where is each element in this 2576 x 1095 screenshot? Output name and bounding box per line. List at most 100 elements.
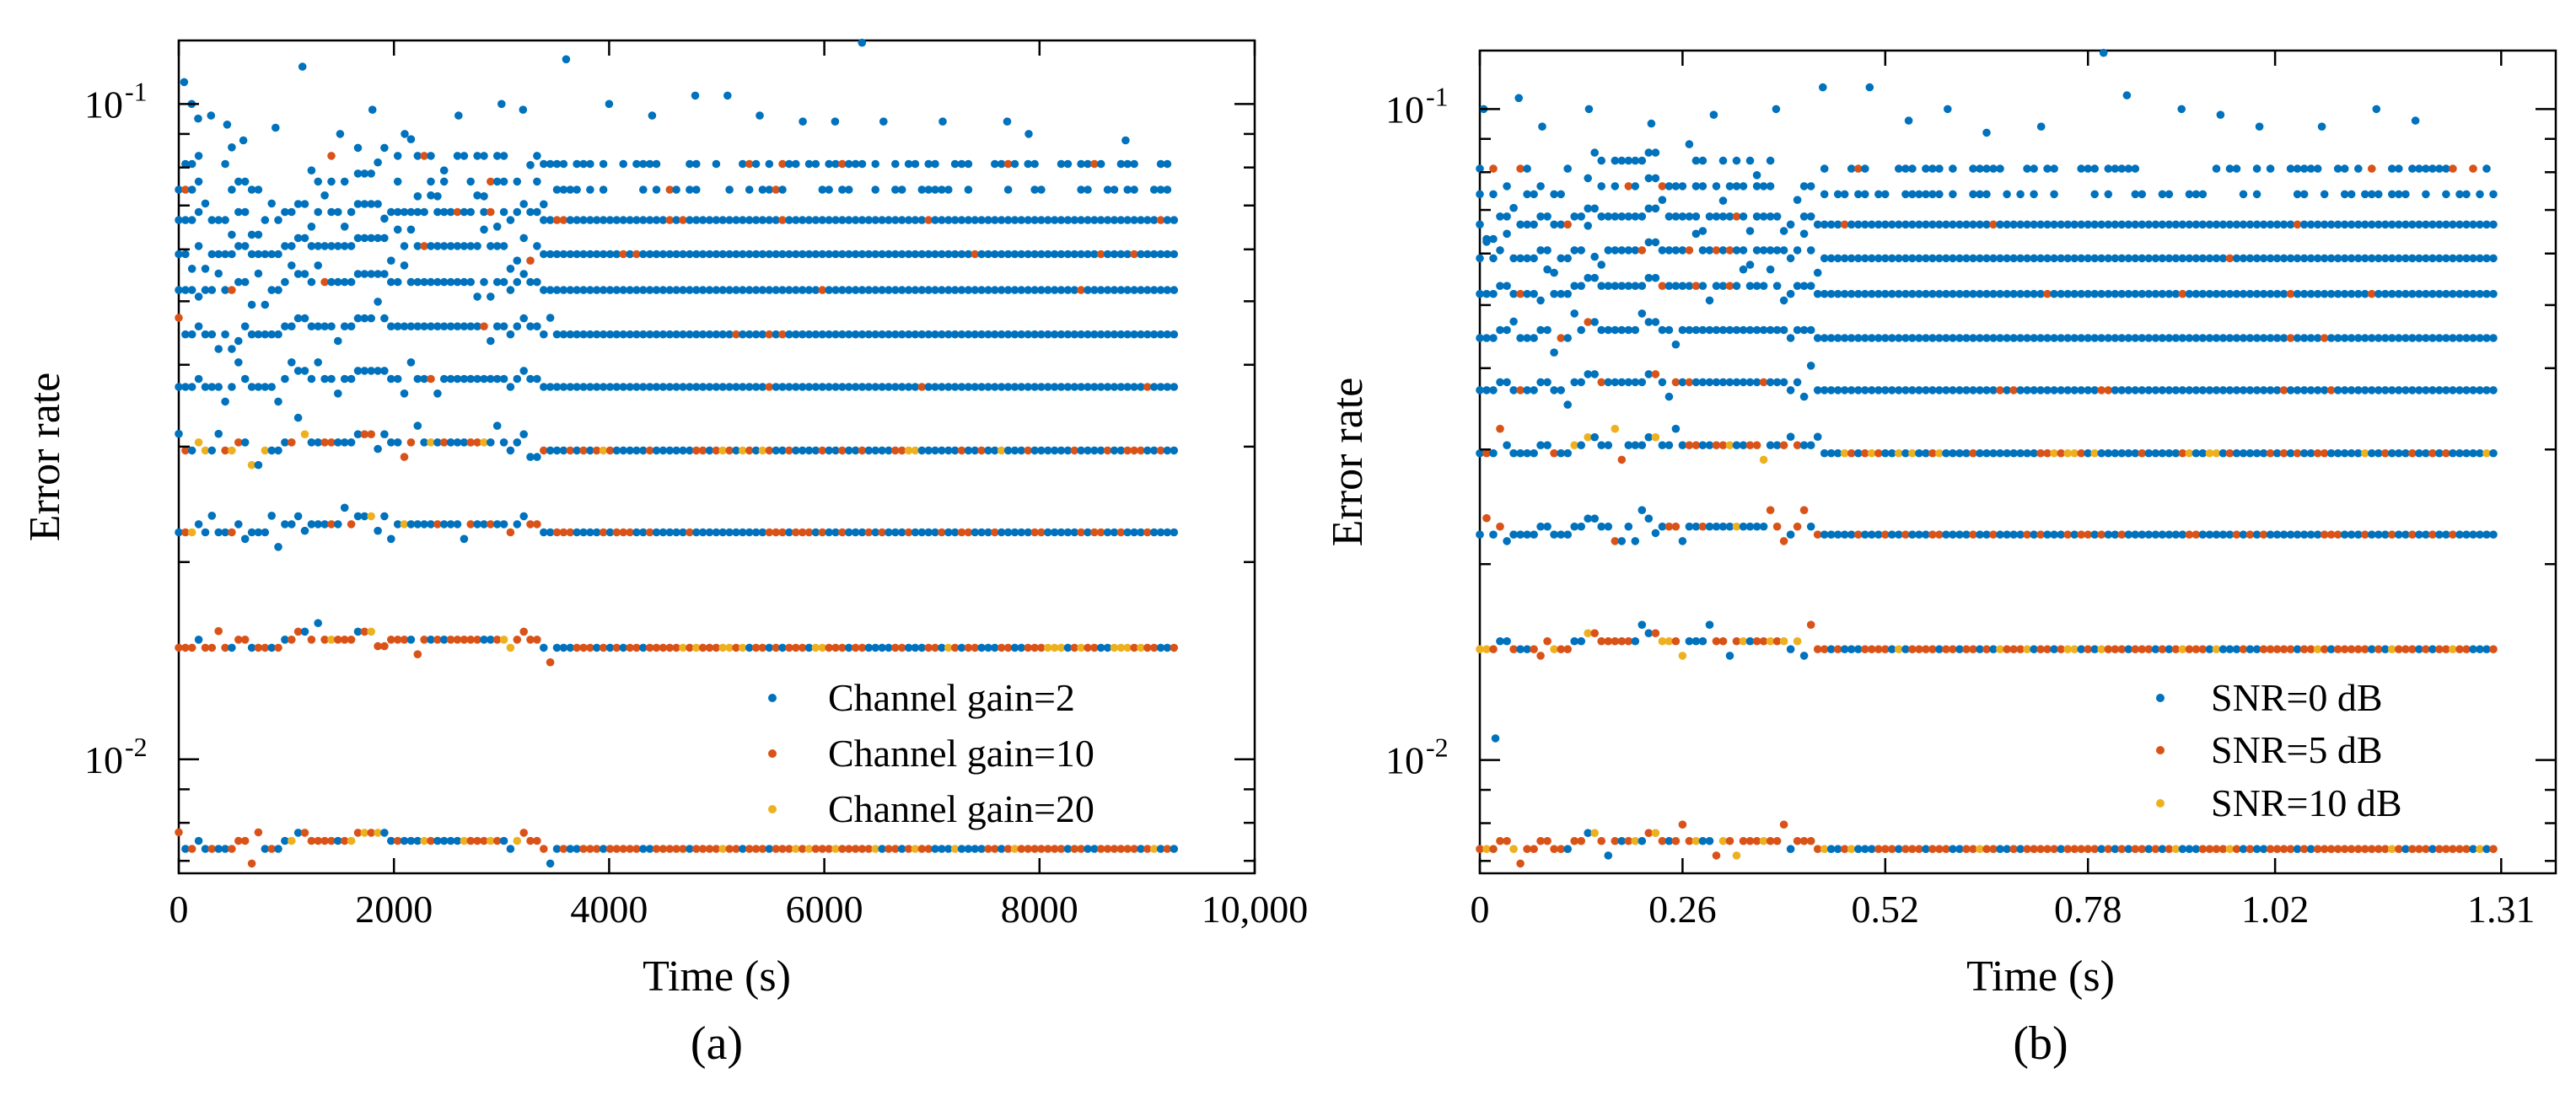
data-point [1813, 645, 1822, 653]
data-point [2158, 334, 2167, 342]
data-point [1881, 645, 1890, 653]
data-point [605, 330, 615, 339]
data-point [1509, 254, 1518, 263]
data-point [2023, 530, 2031, 539]
data-point [911, 845, 920, 853]
data-point [679, 216, 687, 224]
data-point [1116, 446, 1126, 455]
data-point [858, 159, 867, 169]
data-point [1908, 190, 1917, 199]
data-point [274, 446, 282, 455]
data-point [2476, 448, 2484, 458]
data-point [2111, 448, 2120, 458]
data-point [566, 446, 575, 455]
data-point [1854, 334, 1863, 342]
data-point [2482, 220, 2491, 229]
data-point [2009, 530, 2018, 539]
data-point [2036, 386, 2045, 395]
data-point [2306, 386, 2315, 395]
data-point [645, 216, 654, 224]
data-point [533, 207, 541, 217]
data-point [1130, 643, 1138, 652]
data-point [639, 216, 648, 224]
data-point [2326, 386, 2336, 395]
data-point [885, 528, 893, 537]
data-point [1024, 286, 1032, 294]
outlier-point [272, 123, 280, 132]
data-point [904, 446, 913, 455]
data-point [825, 250, 833, 259]
data-point [181, 250, 190, 259]
data-point [2388, 645, 2396, 653]
data-point [1143, 250, 1152, 259]
data-point [1530, 645, 1538, 653]
data-point [2462, 254, 2471, 263]
data-point [878, 250, 886, 259]
data-point [480, 322, 488, 331]
data-point [1063, 446, 1073, 455]
data-point [267, 643, 277, 652]
data-point [1103, 185, 1112, 194]
data-point [1156, 528, 1165, 537]
data-point [2449, 334, 2457, 342]
data-point [1611, 246, 1620, 255]
data-point [1604, 378, 1613, 387]
data-point [1057, 383, 1066, 391]
data-point [261, 383, 270, 391]
data-point [194, 374, 203, 384]
data-point [1570, 636, 1578, 646]
data-point [406, 358, 416, 367]
data-point [950, 643, 960, 652]
data-point [698, 216, 707, 224]
data-point [605, 528, 615, 537]
outlier-point [1647, 119, 1656, 128]
data-point [2333, 164, 2342, 173]
data-point [891, 159, 900, 169]
data-point [228, 185, 236, 194]
legend-marker-3 [768, 805, 777, 813]
data-point [334, 836, 342, 845]
data-point [300, 430, 309, 438]
data-point [1901, 254, 1910, 263]
data-point [1888, 530, 1896, 539]
data-point [533, 453, 541, 461]
data-point [1691, 229, 1701, 239]
data-point [2340, 220, 2349, 229]
data-point [2023, 845, 2031, 853]
data-point [526, 374, 535, 384]
outlier-point [879, 117, 888, 126]
data-point [891, 528, 900, 537]
data-point [725, 185, 734, 194]
data-point [2374, 448, 2383, 458]
data-point [1509, 317, 1518, 326]
data-point [2272, 845, 2282, 853]
data-point [1063, 286, 1073, 294]
data-point [2144, 254, 2154, 263]
data-point [1536, 378, 1545, 387]
data-point [897, 286, 906, 294]
data-point [2313, 289, 2322, 298]
data-point [1732, 636, 1741, 646]
data-point [487, 242, 495, 250]
data-point [871, 185, 879, 194]
data-point [1664, 282, 1674, 291]
data-point [228, 383, 236, 391]
data-point [2003, 334, 2011, 342]
data-point [599, 216, 608, 224]
data-point [439, 438, 449, 447]
data-point [1590, 629, 1599, 637]
data-point [2347, 386, 2356, 395]
data-point [1725, 441, 1734, 449]
data-point [320, 520, 329, 529]
data-point [439, 520, 449, 529]
data-point [1969, 220, 1977, 229]
data-point [2381, 254, 2390, 263]
data-point [307, 836, 316, 845]
data-point [1010, 383, 1019, 391]
data-point [526, 453, 535, 461]
data-point [1799, 836, 1809, 845]
data-point [718, 528, 727, 537]
data-point [1577, 246, 1585, 255]
data-point [1624, 212, 1633, 221]
data-point [1557, 645, 1565, 653]
